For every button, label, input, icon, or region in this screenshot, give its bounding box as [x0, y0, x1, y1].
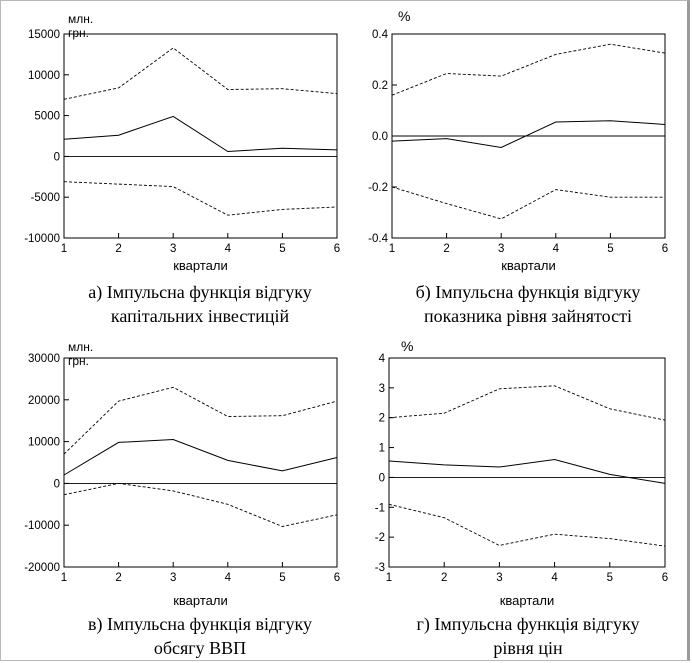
y-tick-label: 0.4	[372, 29, 389, 41]
y-tick-label: 3	[379, 383, 385, 395]
caption-line1: в) Імпульсна функція відгуку	[87, 614, 313, 634]
lower-bound-line	[388, 503, 666, 547]
x-tick-label: 4	[551, 572, 558, 584]
x-axis-label: квартали	[500, 593, 555, 608]
y-tick-label: 30000	[28, 353, 60, 365]
x-tick-label: 1	[389, 243, 395, 255]
x-tick-label: 6	[662, 572, 668, 584]
y-tick-label: 10000	[28, 437, 60, 449]
y-tick-label: 0	[54, 478, 60, 490]
x-axis-label: квартали	[501, 258, 556, 273]
x-tick-label: 4	[225, 572, 232, 584]
y-tick-label: 1	[379, 443, 385, 455]
caption-line2: капітальних інвестицій	[110, 306, 290, 326]
x-tick-label: 2	[115, 572, 121, 584]
impulse-response-line	[63, 438, 338, 476]
x-tick-label: 6	[662, 243, 668, 255]
x-tick-label: 4	[553, 243, 560, 255]
x-tick-label: 5	[607, 572, 613, 584]
y-tick-label: 0.2	[372, 80, 388, 92]
y-tick-label: 4	[379, 353, 386, 365]
x-axis-label: квартали	[173, 593, 228, 608]
x-tick-label: 5	[279, 572, 285, 584]
x-tick-label: 4	[225, 243, 232, 255]
y-tick-label: -2	[375, 532, 385, 544]
lower-bound-line	[63, 181, 338, 216]
x-tick-label: 1	[61, 243, 67, 255]
upper-bound-line	[388, 385, 666, 421]
caption-line2: показника рівня зайнятості	[424, 306, 632, 326]
x-tick-label: 2	[443, 243, 449, 255]
x-tick-label: 5	[607, 243, 613, 255]
y-tick-label: -0.2	[368, 182, 388, 194]
lower-bound-line	[391, 186, 665, 220]
x-tick-label: 3	[170, 572, 176, 584]
plot-frame	[388, 357, 666, 568]
chart-a-plot: -10000 -5000 0 5000 10000 15000 1 2 3 4 5 6 квартали	[24, 29, 340, 273]
y-tick-label: -0.4	[368, 233, 388, 245]
x-tick-label: 3	[170, 243, 176, 255]
y-tick-label: 2	[379, 413, 385, 425]
x-tick-label: 3	[498, 243, 504, 255]
caption-line1: г) Імпульсна функція відгуку	[416, 614, 640, 634]
x-tick-label: 2	[115, 243, 121, 255]
y-tick-label: 5000	[34, 111, 60, 123]
y-tick-label: 10000	[28, 70, 60, 82]
x-tick-label: 1	[61, 572, 67, 584]
y-tick-label: -10000	[24, 233, 60, 245]
y-tick-label: 20000	[28, 395, 60, 407]
lower-bound-line	[63, 482, 338, 527]
y-tick-label: 0	[54, 151, 60, 163]
y-tick-label: -3	[375, 562, 385, 574]
plot-frame	[63, 33, 338, 239]
caption-line1: б) Імпульсна функція відгуку	[415, 282, 641, 302]
impulse-response-line	[388, 458, 666, 484]
chart-b-plot: -0.4 -0.2 0.0 0.2 0.4 1 2 3 4 5 6 квартали	[368, 29, 668, 273]
y-tick-label: 0.0	[372, 131, 388, 143]
x-tick-label: 6	[334, 572, 340, 584]
x-axis-label: квартали	[173, 258, 228, 273]
y-tick-label: -5000	[31, 192, 60, 204]
chart-c-plot: -20000 -10000 0 10000 20000 30000 1 2 3 4 5 6 кварта…	[24, 353, 340, 608]
unit-label: %	[398, 8, 411, 24]
caption-line1: а) Імпульсна функція відгуку	[88, 282, 312, 302]
x-tick-label: 1	[386, 572, 392, 584]
chart-d-plot: -3 -2 -1 0 1 2 3 4 1 2 3 4 5 6 квартали	[375, 353, 668, 608]
x-tick-label: 2	[441, 572, 447, 584]
y-tick-label: -20000	[24, 562, 60, 574]
y-tick-label: -1	[375, 502, 385, 514]
x-tick-label: 6	[334, 243, 340, 255]
unit-label: %	[401, 338, 414, 354]
x-tick-label: 5	[279, 243, 285, 255]
impulse-response-line	[63, 115, 338, 153]
x-tick-label: 3	[496, 572, 502, 584]
impulse-response-line	[391, 120, 666, 149]
caption-line2: рівня цін	[493, 638, 563, 658]
plot-frame	[63, 357, 338, 568]
upper-bound-line	[391, 43, 666, 96]
caption-line2: обсягу ВВП	[153, 638, 247, 658]
y-tick-label: 15000	[28, 29, 60, 41]
y-tick-label: -10000	[24, 520, 60, 532]
unit-label: млн. грн.	[68, 12, 94, 40]
y-tick-label: 0	[379, 472, 385, 484]
upper-bound-line	[63, 47, 338, 100]
